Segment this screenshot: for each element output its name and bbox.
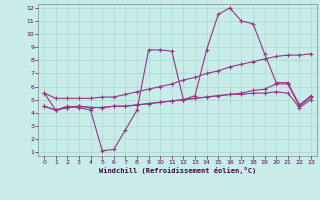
- X-axis label: Windchill (Refroidissement éolien,°C): Windchill (Refroidissement éolien,°C): [99, 167, 256, 174]
